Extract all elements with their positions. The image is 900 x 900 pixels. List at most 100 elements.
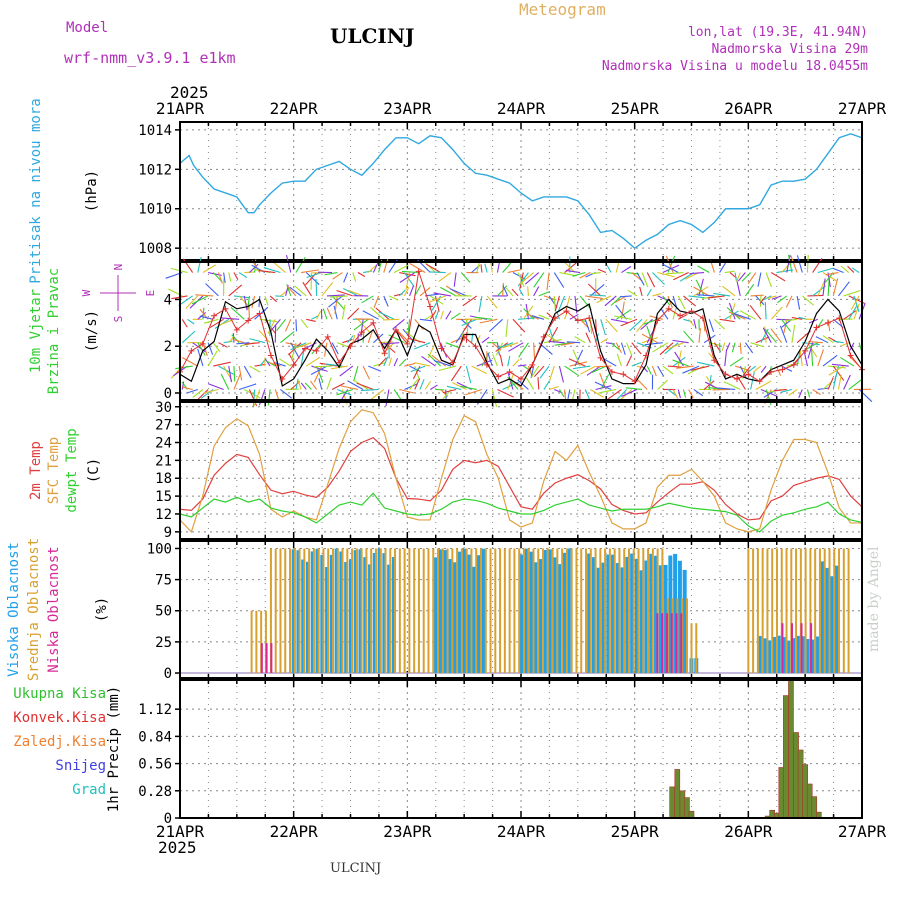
wind-arrow [339, 365, 354, 377]
cloud-bar [757, 635, 762, 674]
wind-arrow [639, 286, 643, 297]
wind-gust-marker [358, 329, 365, 336]
wind-arrow [314, 365, 333, 368]
cloud-bar [823, 548, 826, 674]
wind-arrow [533, 272, 545, 288]
wind-arrow [739, 310, 757, 320]
wind-arrow [596, 365, 612, 368]
wind-arrow [688, 318, 695, 327]
wind-arrow [723, 381, 741, 390]
cloud-bar [374, 548, 377, 674]
y-axis-label: Visoka Oblacnost [6, 542, 22, 677]
wind-arrow [404, 383, 418, 390]
wind-arrow [353, 365, 359, 382]
wind-arrow [332, 272, 343, 280]
wind-arrow [548, 340, 565, 344]
wind-arrow [672, 389, 679, 399]
wind-arrow [657, 365, 665, 377]
wind-gust-marker [381, 350, 388, 357]
date-label-bottom: 25APR [611, 822, 660, 841]
cloud-bar [296, 550, 301, 674]
wind-arrow [697, 265, 710, 274]
cloud-bar [639, 570, 644, 674]
wind-arrow [372, 261, 379, 273]
wind-arrow [267, 319, 276, 334]
wind-arrow [462, 295, 478, 307]
cloud-bar [448, 559, 453, 674]
panel-precip: 0 0.28 0.56 0.84 1.12 Ukupna Kisa Konvek.Kisa Z… [13, 679, 863, 827]
wind-arrow [244, 342, 260, 345]
cloud-bar [805, 639, 810, 674]
wind-arrow [348, 289, 364, 297]
wind-arrow [497, 285, 508, 297]
wind-arrow [580, 365, 596, 375]
wind-arrow [238, 272, 248, 279]
wind-gust-marker [222, 305, 229, 312]
wind-arrow [409, 262, 426, 273]
wind-arrow [705, 376, 715, 390]
wind-arrow [827, 272, 831, 288]
wind-arrow [249, 365, 261, 373]
wind-gust-marker [518, 375, 524, 382]
wind-arrow [735, 373, 746, 390]
wind-gust-marker [313, 347, 320, 354]
wind-gust-marker [574, 317, 581, 324]
cloud-bar [820, 561, 825, 674]
wind-arrow [724, 270, 735, 274]
wind-arrow [191, 295, 209, 305]
wind-arrow [574, 336, 586, 344]
cloud-bar [537, 548, 540, 674]
wind-arrow [518, 288, 524, 297]
wind-arrow [652, 342, 669, 353]
wind-gust-marker [847, 352, 854, 359]
cloud-bar [293, 548, 296, 674]
wind-arrow [409, 285, 415, 297]
wind-arrow [356, 382, 374, 390]
wind-arrow [625, 387, 643, 391]
cloud-bar [620, 567, 625, 674]
cloud-bar [786, 640, 791, 674]
y-axis-label: 2m Temp [28, 441, 44, 500]
wind-arrow [295, 342, 312, 349]
wind-arrow [249, 263, 259, 273]
wind-arrow [243, 365, 252, 379]
cloud-bar [408, 548, 411, 674]
wind-arrow [741, 272, 752, 282]
wind-arrow [276, 318, 287, 331]
panel-cloud: 0 25 50 75 100 Visoka Oblacnost Srednja Oblacn… [6, 538, 863, 682]
wind-arrow [693, 286, 710, 297]
wind-arrow [414, 378, 421, 390]
wind-gust-marker [438, 345, 445, 352]
compass-label: S [112, 316, 125, 323]
wind-arrow [295, 319, 298, 332]
wind-arrow [310, 365, 328, 375]
wind-arrow [230, 306, 245, 320]
y-tick-label: 1010 [138, 202, 172, 218]
date-label-top: 23APR [383, 99, 432, 118]
wind-arrow [688, 295, 706, 299]
y-axis-label: Pritisak na nivou mora [28, 98, 44, 283]
wind-arrow [646, 365, 652, 375]
wind-gust-marker [677, 312, 684, 319]
panel-pressure: 1008 1010 1012 1014 Pritisak na nivou mora (h… [28, 98, 863, 284]
wind-arrow [258, 270, 276, 274]
wind-gust-marker [347, 343, 354, 350]
wind-arrow [600, 319, 606, 336]
wind-arrow [569, 361, 588, 367]
cloud-bar [308, 548, 311, 674]
wind-arrow [460, 272, 471, 283]
wind-gust-marker [483, 361, 490, 368]
cloud-bar [690, 623, 693, 674]
wind-arrow [554, 295, 560, 312]
wind-arrow [236, 342, 250, 345]
wind-arrow [553, 295, 556, 312]
wind-arrow [502, 283, 504, 296]
wind-arrow [572, 271, 586, 277]
wind-gust-marker [711, 357, 718, 364]
cloud-bar [310, 551, 315, 674]
y-tick-label: 0.56 [138, 757, 172, 773]
wind-arrow [620, 342, 626, 355]
wind-arrow [703, 380, 715, 390]
cloud-bar [518, 548, 521, 674]
wind-arrow [596, 295, 612, 304]
